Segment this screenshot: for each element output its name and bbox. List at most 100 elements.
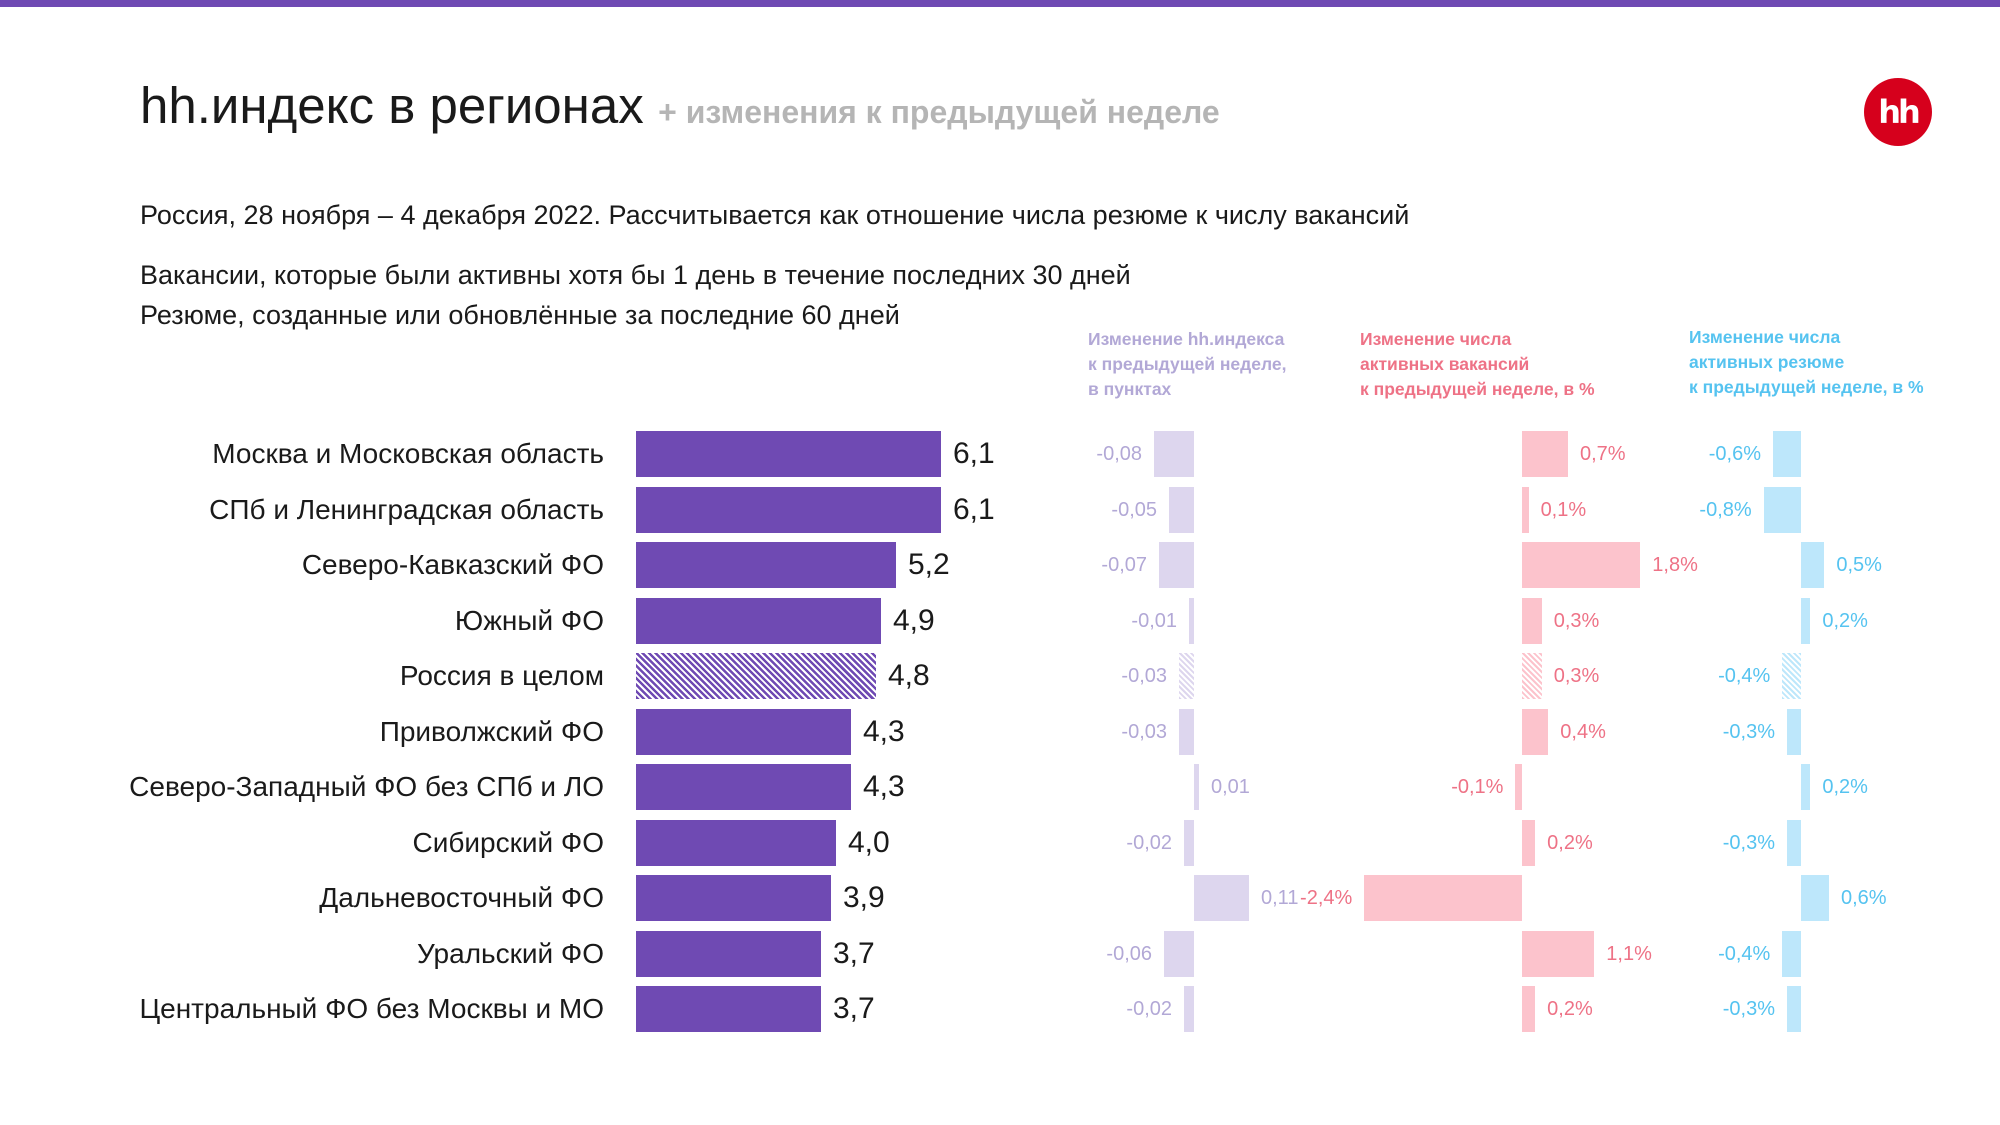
vacancies-change-bar	[1522, 597, 1542, 644]
region-label: Уральский ФО	[417, 937, 604, 969]
header: hh.индекс в регионах + изменения к преды…	[140, 76, 1220, 135]
index-change-label: -0,08	[1096, 443, 1142, 465]
resumes-change-bar	[1782, 653, 1801, 699]
resumes-change-bar	[1782, 930, 1801, 977]
index-change-bar	[1159, 542, 1194, 588]
vacancies-change-bar	[1522, 930, 1595, 977]
vacancies-change-bar	[1522, 819, 1536, 866]
region-label: Сибирский ФО	[412, 826, 605, 858]
vacancies-change-label: -0,1%	[1451, 776, 1504, 798]
page-title: hh.индекс в регионах	[140, 77, 644, 134]
resumes-change-label: 0,2%	[1822, 776, 1868, 798]
vacancies-change-bar	[1522, 431, 1568, 477]
resumes-change-bar	[1787, 708, 1801, 755]
index-bar	[636, 542, 896, 588]
resumes-change-label: -0,4%	[1718, 942, 1771, 965]
index-bar	[636, 708, 851, 755]
region-label: Россия в целом	[399, 660, 604, 691]
vacancies-change-column-header: Изменение числа активных вакансий к пред…	[1360, 329, 1595, 399]
resumes-change-bar	[1801, 597, 1811, 644]
region-label: Северо-Кавказский ФО	[301, 549, 604, 580]
resumes-change-label: 0,6%	[1841, 887, 1887, 909]
index-value-label: 3,9	[843, 881, 885, 914]
vacancies-change-bar	[1522, 708, 1549, 755]
resumes-change-label: -0,8%	[1699, 498, 1752, 521]
index-value-label: 4,8	[888, 659, 930, 692]
index-change-bar	[1164, 930, 1194, 977]
index-change-bar	[1169, 486, 1194, 533]
index-value-label: 4,3	[863, 714, 905, 748]
region-label: Северо-Западный ФО без СПб и ЛО	[129, 771, 604, 802]
region-label: Дальневосточный ФО	[319, 882, 604, 913]
index-value-label: 4,9	[893, 603, 935, 637]
resumes-change-bar	[1773, 431, 1801, 477]
index-bar	[636, 764, 851, 810]
index-change-bar	[1154, 431, 1194, 477]
index-bar	[636, 930, 821, 977]
russia-total-bar	[636, 653, 876, 699]
index-change-label: 0,11	[1261, 887, 1299, 909]
description-vacancies: Вакансии, которые были активны хотя бы 1…	[140, 260, 1131, 290]
vacancies-change-label: 0,1%	[1540, 498, 1587, 521]
index-change-bar	[1194, 875, 1249, 921]
region-label: Южный ФО	[454, 604, 604, 636]
resumes-change-label: -0,6%	[1708, 443, 1761, 465]
top-accent-bar	[0, 0, 2000, 7]
resumes-change-bar	[1787, 986, 1801, 1032]
resumes-change-bar	[1801, 764, 1811, 810]
index-bar	[636, 875, 831, 921]
index-change-bar	[1179, 653, 1194, 699]
resumes-change-label: -0,3%	[1722, 831, 1775, 854]
region-label: СПб и Ленинградская область	[209, 493, 604, 525]
resumes-change-bar	[1787, 819, 1801, 866]
index-change-bar	[1194, 764, 1199, 810]
resumes-change-bar	[1801, 875, 1829, 921]
description-period: Россия, 28 ноября – 4 декабря 2022. Расс…	[140, 200, 1410, 230]
vacancies-change-bar	[1364, 875, 1522, 921]
index-value-label: 3,7	[833, 992, 875, 1025]
vacancies-change-label: 0,7%	[1580, 443, 1626, 465]
resumes-change-bar	[1763, 486, 1801, 533]
index-change-label: -0,01	[1131, 609, 1177, 632]
vacancies-change-label: 0,2%	[1547, 831, 1593, 854]
index-value-label: 4,3	[863, 770, 905, 803]
index-change-bar	[1189, 597, 1194, 644]
index-change-label: -0,02	[1126, 998, 1172, 1020]
index-change-label: -0,03	[1121, 665, 1167, 687]
index-change-label: -0,05	[1111, 498, 1157, 521]
vacancies-change-bar	[1522, 653, 1542, 699]
vacancies-change-label: 1,8%	[1652, 554, 1698, 576]
index-bar	[636, 986, 821, 1032]
index-bar	[636, 597, 881, 644]
page-subtitle: + изменения к предыдущей неделе	[658, 94, 1220, 130]
index-value-label: 6,1	[953, 437, 995, 470]
resumes-change-column-header: Изменение числа активных резюме к предыд…	[1689, 327, 1924, 397]
index-change-column-header: Изменение hh.индекса к предыдущей неделе…	[1088, 329, 1287, 399]
vacancies-change-label: 0,3%	[1553, 609, 1600, 632]
region-label: Приволжский ФО	[379, 715, 604, 747]
resumes-change-label: -0,3%	[1722, 998, 1775, 1020]
index-change-label: -0,06	[1106, 942, 1152, 965]
region-label: Москва и Московская область	[212, 438, 604, 469]
index-bar	[636, 819, 836, 866]
vacancies-change-label: -2,4%	[1300, 887, 1353, 909]
index-change-bar	[1179, 708, 1194, 755]
index-value-label: 4,0	[848, 825, 890, 859]
vacancies-change-label: 0,2%	[1547, 998, 1593, 1020]
index-bar	[636, 431, 941, 477]
index-change-label: -0,03	[1121, 720, 1167, 743]
resumes-change-bar	[1801, 542, 1825, 588]
vacancies-change-label: 0,4%	[1560, 720, 1606, 743]
resumes-change-label: 0,2%	[1822, 609, 1868, 632]
index-change-bar	[1184, 819, 1194, 866]
index-bar	[636, 486, 941, 533]
vacancies-change-label: 0,3%	[1553, 665, 1600, 687]
vacancies-change-label: 1,1%	[1606, 942, 1652, 965]
vacancies-change-bar	[1522, 486, 1529, 533]
index-value-label: 3,7	[833, 936, 875, 970]
index-change-label: 0,01	[1211, 776, 1250, 798]
vacancies-change-bar	[1522, 986, 1536, 1032]
index-change-label: -0,07	[1101, 554, 1147, 576]
hh-logo: hh	[1864, 78, 1932, 146]
region-label: Центральный ФО без Москвы и МО	[139, 993, 604, 1024]
